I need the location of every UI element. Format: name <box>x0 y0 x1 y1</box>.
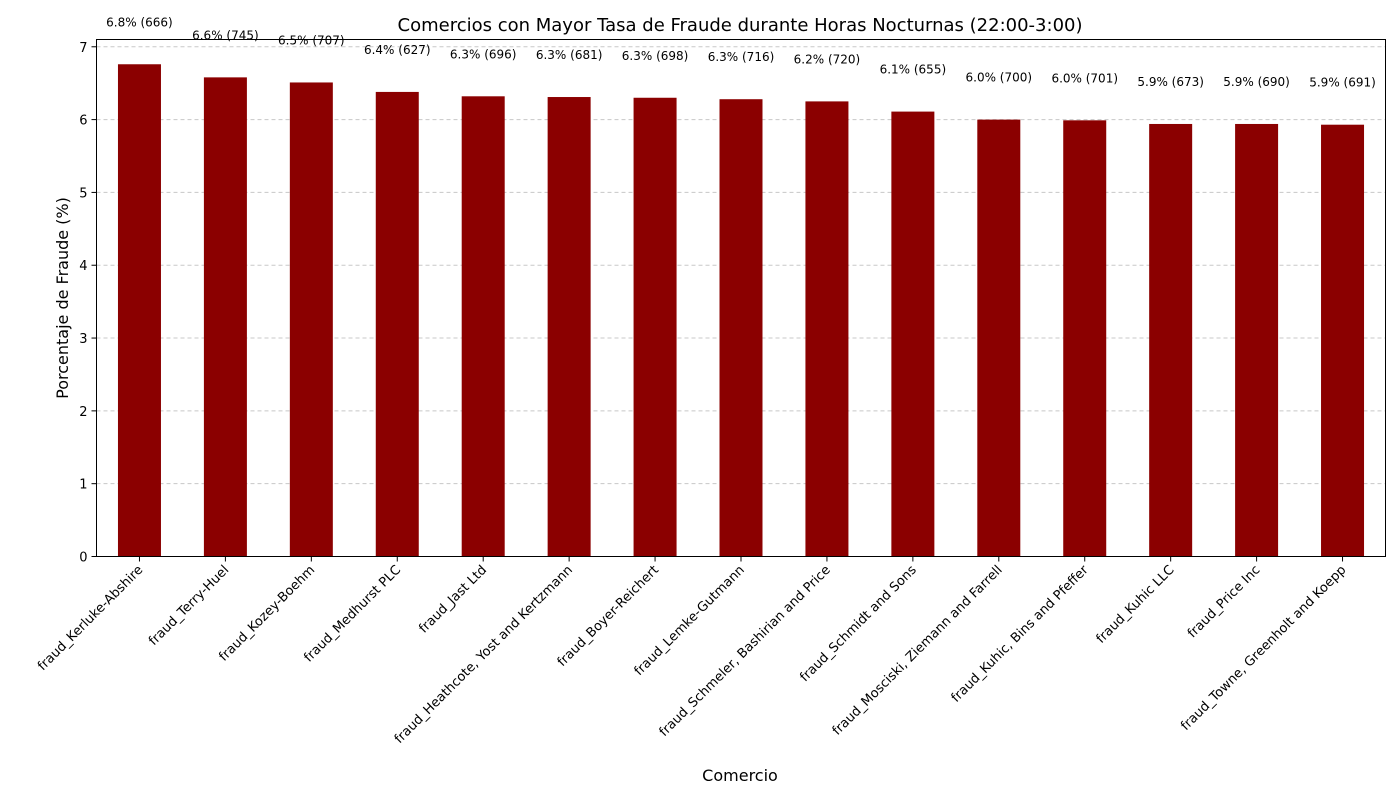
x-tick-label: fraud_Schmeler, Bashirian and Price <box>657 563 834 740</box>
data-label: 6.6% (745) <box>192 28 259 42</box>
y-tick-label: 0 <box>79 551 87 566</box>
bar <box>1149 123 1193 557</box>
bar <box>1235 123 1279 557</box>
data-label: 5.9% (690) <box>1223 75 1290 89</box>
x-tick-label: fraud_Terry-Huel <box>146 563 232 649</box>
data-label: 6.3% (698) <box>622 49 689 63</box>
data-label: 6.3% (696) <box>450 47 517 61</box>
data-label: 6.0% (700) <box>966 71 1033 85</box>
bar <box>375 91 419 557</box>
bar <box>461 96 505 557</box>
data-label: 6.1% (655) <box>880 63 947 77</box>
data-label: 6.3% (681) <box>536 48 603 62</box>
y-tick-label: 5 <box>79 186 87 201</box>
x-tick-label: fraud_Kerluke-Abshire <box>35 563 146 674</box>
bars <box>117 64 1365 557</box>
data-labels: 6.8% (666) 6.6% (745) 6.5% (707) 6.4% (627)… <box>106 15 1376 89</box>
y-axis-label: Porcentaje de Fraude (%) <box>53 197 72 399</box>
x-tick-label: fraud_Towne, Greenholt and Koepp <box>1178 563 1349 734</box>
bar <box>805 101 849 557</box>
chart-title: Comercios con Mayor Tasa de Fraude duran… <box>398 15 1083 36</box>
y-tick-label: 2 <box>79 405 87 420</box>
bar <box>117 64 161 557</box>
y-axis-ticks: 0 1 2 3 4 5 6 7 <box>79 41 97 566</box>
y-tick-label: 1 <box>79 478 87 493</box>
bar <box>633 97 677 557</box>
x-tick-label: fraud_Mosciski, Ziemann and Farrell <box>830 563 1006 739</box>
x-tick-label: fraud_Kuhic, Bins and Pfeffer <box>949 562 1092 705</box>
data-label: 5.9% (691) <box>1309 76 1376 90</box>
bar <box>289 82 333 557</box>
bar <box>1063 120 1107 557</box>
bar <box>203 77 247 557</box>
y-tick-label: 6 <box>79 114 87 129</box>
x-tick-label: fraud_Price Inc <box>1185 563 1263 641</box>
y-tick-label: 7 <box>79 41 87 56</box>
bar <box>977 119 1021 557</box>
data-label: 6.3% (716) <box>708 50 775 64</box>
data-label: 5.9% (673) <box>1137 75 1204 89</box>
x-axis-ticks: fraud_Kerluke-Abshire fraud_Terry-Huelfra… <box>35 556 1349 747</box>
bar <box>547 97 591 557</box>
bar <box>719 99 763 557</box>
data-label: 6.8% (666) <box>106 15 173 29</box>
data-label: 6.5% (707) <box>278 33 345 47</box>
data-label: 6.4% (627) <box>364 43 431 57</box>
x-tick-label: fraud_Jast Ltd <box>416 563 490 637</box>
x-tick-label: fraud_Heathcote, Yost and Kertzmann <box>392 563 576 747</box>
data-label: 6.2% (720) <box>794 52 861 66</box>
x-tick-label: fraud_Kozey-Boehm <box>216 563 318 665</box>
y-tick-label: 3 <box>79 332 87 347</box>
x-tick-label: fraud_Kuhic LLC <box>1094 563 1178 647</box>
y-tick-label: 4 <box>79 259 87 274</box>
data-label: 6.0% (701) <box>1051 71 1118 85</box>
bar <box>1321 124 1365 557</box>
x-axis-label: Comercio <box>702 766 778 785</box>
x-tick-label: fraud_Medhurst PLC <box>301 563 404 666</box>
bar <box>891 111 935 557</box>
